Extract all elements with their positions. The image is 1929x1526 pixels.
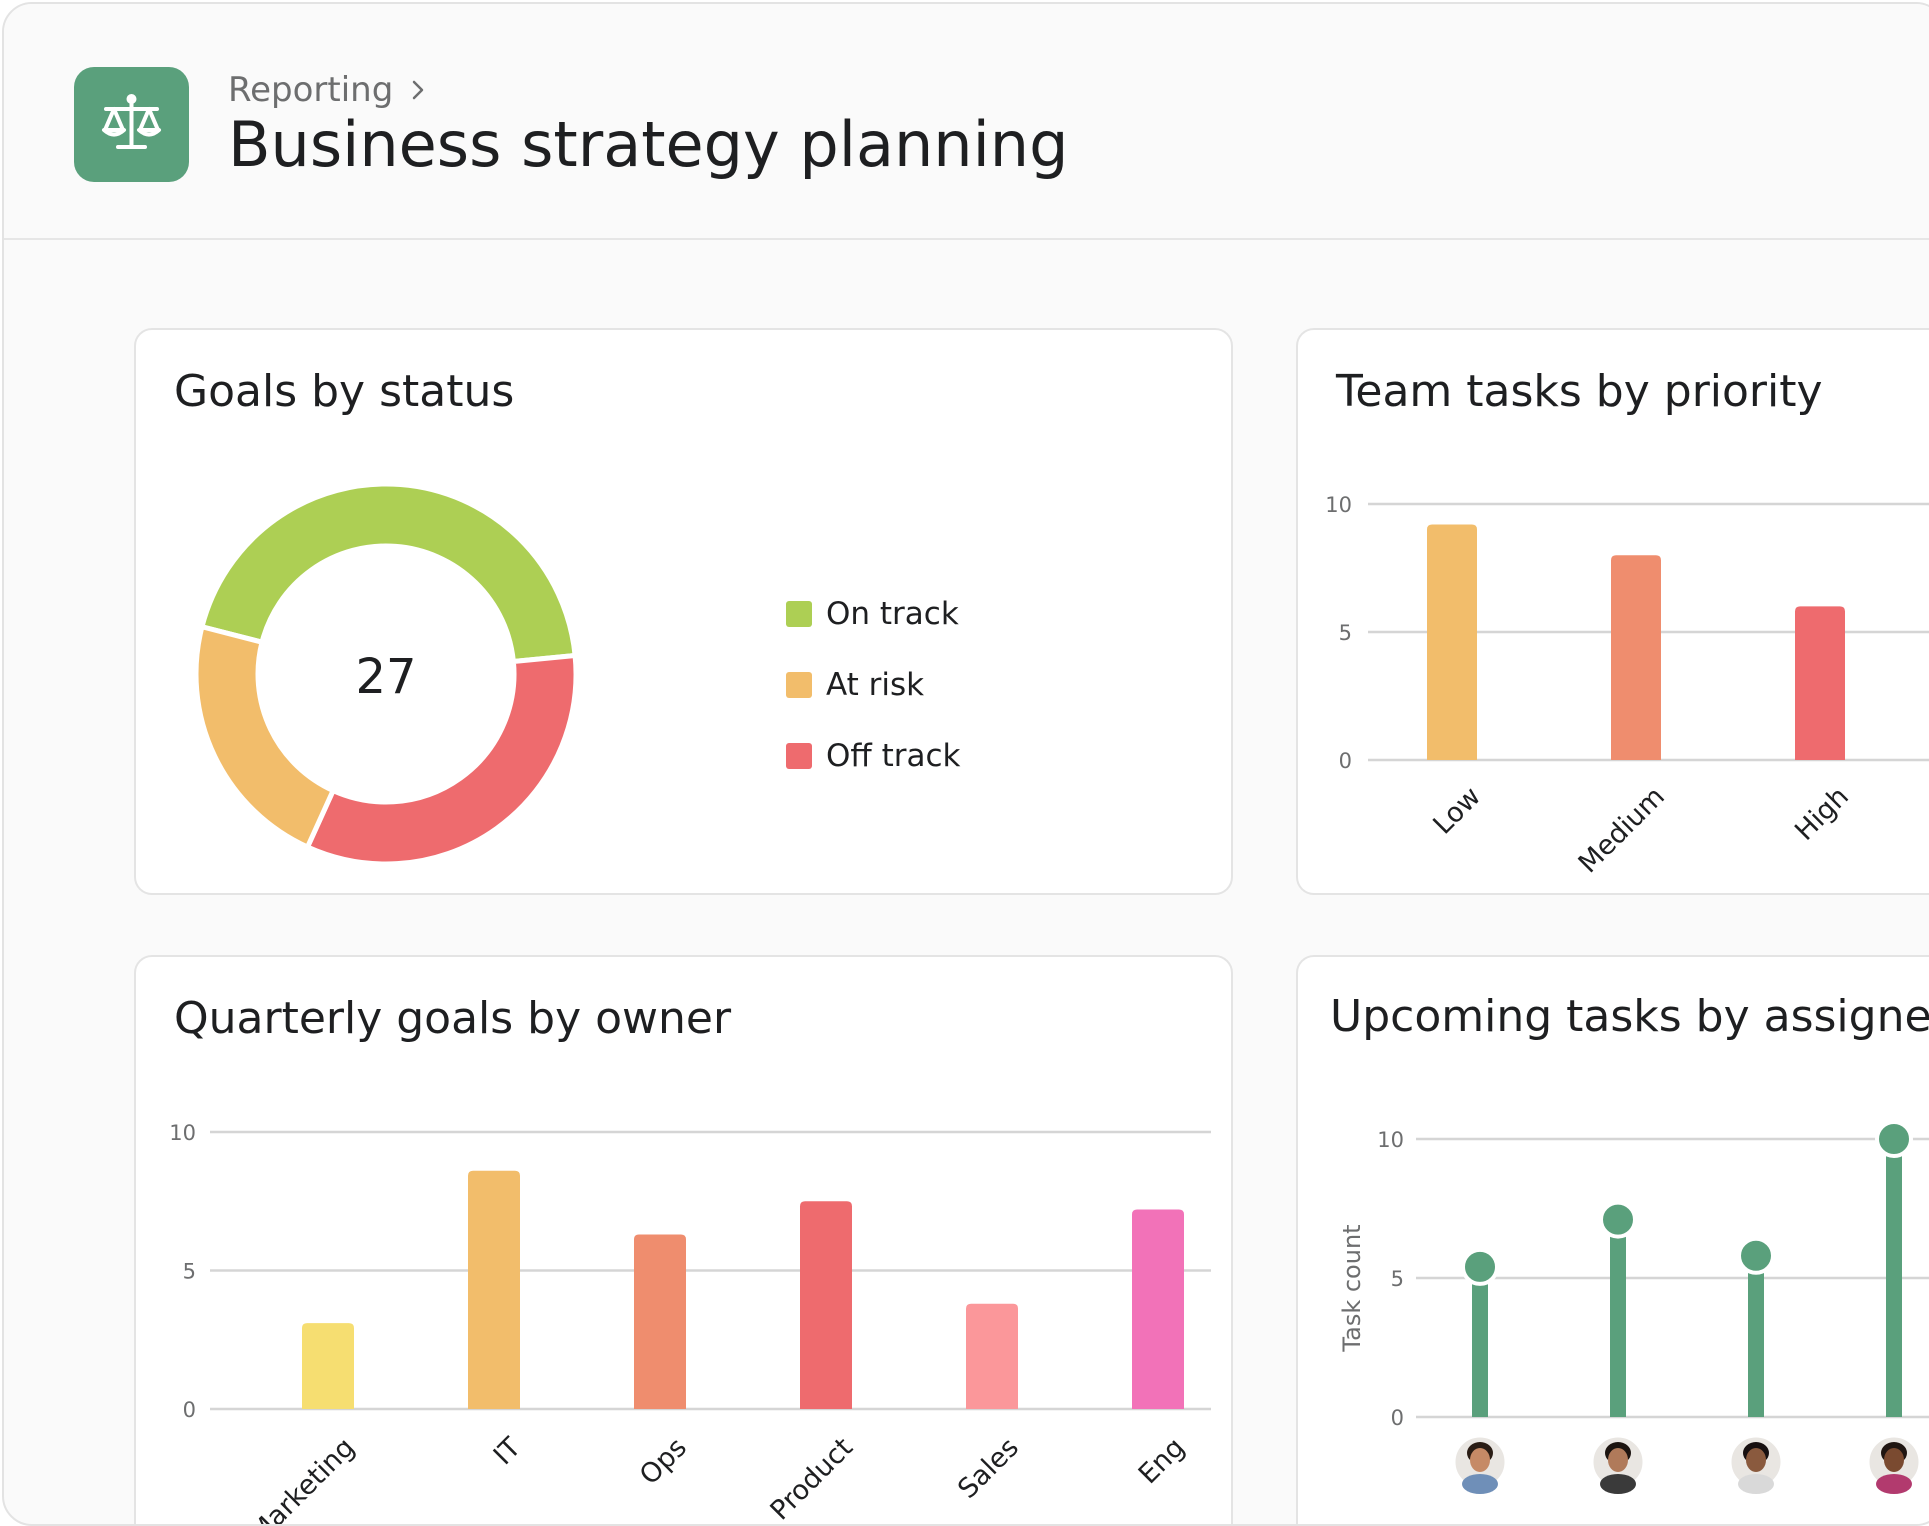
breadcrumb[interactable]: Reporting [228,70,425,110]
y-tick-label: 5 [1391,1267,1404,1291]
donut-chart: 27 [193,481,579,867]
chevron-right-icon [413,80,424,100]
bar-chart: 0 5 10 Marketing IT Ops Product Sales Eng [169,1121,1211,1526]
legend-item: On track [786,578,961,649]
legend-swatch [786,742,812,769]
y-axis-label: Task count [1338,1224,1366,1352]
x-tick-label: Medium [1573,781,1671,879]
team-tasks-by-priority-card[interactable]: Team tasks by priority 0 5 10 Low Medium High [1296,328,1929,895]
donut-slice-at-risk[interactable] [193,623,337,851]
lollipop-stem[interactable] [1886,1139,1902,1417]
page-header: Reporting Business strategy planning [4,4,1929,240]
legend-label: On track [826,595,959,632]
legend-swatch [786,671,812,698]
lollipop-stem[interactable] [1472,1266,1488,1417]
breadcrumb-label[interactable]: Reporting [228,70,394,110]
card-title: Upcoming tasks by assignee [1330,991,1929,1042]
app-icon[interactable] [74,67,189,182]
assignee-avatar[interactable] [1728,1434,1784,1494]
lollipop-dot[interactable] [1875,1120,1913,1158]
bar-marketing[interactable] [302,1323,354,1409]
upcoming-tasks-by-assignee-card[interactable]: Upcoming tasks by assignee 0 5 10 Task coun… [1296,955,1929,1524]
scales-icon [102,94,161,149]
donut-slice-on-track[interactable] [198,481,578,665]
legend-label: Off track [826,737,961,774]
card-title: Quarterly goals by owner [174,993,732,1044]
legend-item: Off track [786,720,961,791]
y-tick-label: 0 [183,1398,196,1422]
x-tick-label: Eng [1133,1432,1191,1490]
legend-item: At risk [786,649,961,720]
bar-high[interactable] [1795,606,1845,760]
page-title: Business strategy planning [228,108,1069,181]
goals-by-status-card[interactable]: Goals by status 27 On track At risk Off tr… [134,328,1233,895]
y-tick-label: 5 [183,1260,196,1284]
bar-it[interactable] [468,1170,520,1409]
x-tick-label: Low [1427,781,1487,841]
x-tick-label: Marketing [244,1432,361,1526]
quarterly-goals-by-owner-card[interactable]: Quarterly goals by owner 0 5 10 Marketing IT… [134,955,1233,1526]
bar-product[interactable] [800,1201,852,1409]
x-tick-label: Product [765,1432,859,1526]
x-tick-label: IT [488,1432,528,1472]
bar-medium[interactable] [1611,555,1661,760]
lollipop-chart: 0 5 10 Task count [1338,1120,1929,1494]
legend-label: At risk [826,666,925,703]
assignee-avatar[interactable] [1452,1434,1508,1494]
lollipop-stem[interactable] [1748,1255,1764,1417]
y-tick-label: 10 [1377,1128,1404,1152]
y-tick-label: 5 [1339,621,1352,645]
donut-slice-off-track[interactable] [304,652,579,867]
x-tick-label: High [1789,781,1855,847]
y-tick-label: 0 [1391,1406,1404,1430]
bar-chart: 0 5 10 Low Medium High [1325,493,1929,879]
y-tick-label: 0 [1339,749,1352,773]
bar-sales[interactable] [966,1303,1018,1409]
x-tick-label: Sales [952,1432,1025,1505]
bar-low[interactable] [1427,524,1477,760]
lollipop-stem[interactable] [1610,1219,1626,1417]
bar-ops[interactable] [634,1234,686,1409]
lollipop-dot[interactable] [1599,1200,1637,1239]
bar-eng[interactable] [1132,1209,1184,1409]
legend-swatch [786,600,812,627]
card-title: Team tasks by priority [1336,366,1823,417]
y-tick-label: 10 [169,1121,196,1145]
lollipop-dot[interactable] [1737,1236,1775,1275]
card-title: Goals by status [174,366,515,417]
assignee-avatar[interactable] [1590,1434,1646,1494]
lollipop-dot[interactable] [1461,1247,1499,1286]
assignee-avatar[interactable] [1866,1434,1922,1494]
y-tick-label: 10 [1325,493,1352,517]
x-tick-label: Ops [634,1432,693,1491]
chart-legend: On track At risk Off track [786,578,961,791]
donut-center-value: 27 [355,649,416,705]
